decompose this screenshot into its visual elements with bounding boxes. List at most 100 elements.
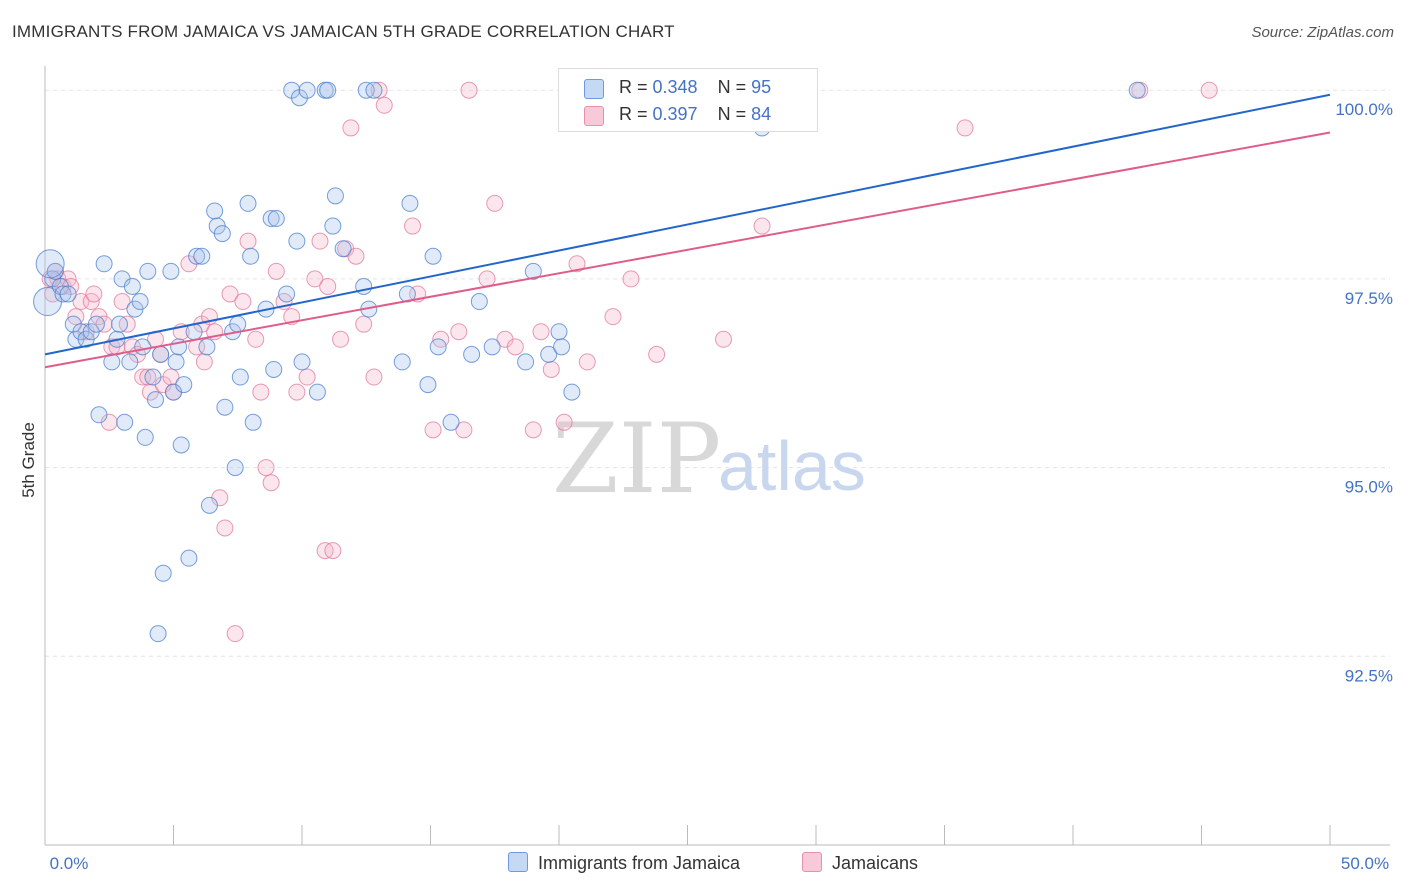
- legend-n-label: N =: [717, 104, 752, 124]
- data-point-immigrants: [470, 293, 488, 311]
- trend-line-jamaicans: [44, 131, 1331, 369]
- data-point-jamaicans: [239, 232, 257, 250]
- bottom-legend-swatch-blue: [508, 852, 528, 872]
- data-point-jamaicans: [956, 119, 974, 137]
- data-point-jamaicans: [298, 368, 316, 386]
- data-point-jamaicans: [424, 421, 442, 439]
- data-point-jamaicans: [455, 421, 473, 439]
- data-point-immigrants: [393, 353, 411, 371]
- data-point-jamaicans: [347, 247, 365, 265]
- data-point-jamaicans: [134, 368, 152, 386]
- data-point-immigrants: [563, 383, 581, 401]
- trend-line-immigrants: [44, 93, 1331, 356]
- data-point-immigrants: [136, 428, 154, 446]
- data-point-immigrants: [188, 247, 206, 265]
- data-point-immigrants: [483, 338, 501, 356]
- legend-r-value: 0.397: [652, 104, 698, 124]
- data-point-jamaicans: [542, 360, 560, 378]
- data-point-immigrants: [524, 262, 542, 280]
- data-point-immigrants: [180, 549, 198, 567]
- data-point-jamaicans: [370, 81, 388, 99]
- data-point-immigrants: [244, 413, 262, 431]
- watermark-atlas: atlas: [718, 427, 866, 505]
- data-point-jamaicans: [450, 323, 468, 341]
- data-point-immigrants: [553, 338, 571, 356]
- data-point-immigrants: [442, 413, 460, 431]
- data-point-immigrants: [429, 338, 447, 356]
- data-point-immigrants: [123, 277, 141, 295]
- data-point-jamaicans: [375, 96, 393, 114]
- bottom-legend-label-immigrants: Immigrants from Jamaica: [538, 853, 741, 873]
- data-point-jamaicans: [72, 293, 90, 311]
- data-point-immigrants: [46, 262, 64, 280]
- data-point-immigrants: [319, 81, 337, 99]
- data-point-immigrants: [424, 247, 442, 265]
- data-point-immigrants: [226, 459, 244, 477]
- data-point-immigrants: [200, 496, 218, 514]
- series-immigrants-points: [33, 81, 1146, 643]
- data-point-jamaicans: [486, 194, 504, 212]
- data-point-immigrants: [103, 353, 121, 371]
- data-point-immigrants: [213, 225, 231, 243]
- data-point-immigrants: [334, 240, 352, 258]
- data-point-immigrants: [154, 564, 172, 582]
- data-point-immigrants: [198, 338, 216, 356]
- data-point-jamaicans: [578, 353, 596, 371]
- tick-labels: 92.5% 95.0% 97.5% 100.0% 0.0% 50.0%: [50, 100, 1393, 873]
- data-point-immigrants: [152, 345, 170, 363]
- legend-r-value: 0.348: [652, 77, 698, 97]
- data-point-immigrants: [167, 353, 185, 371]
- data-point-jamaicans: [306, 270, 324, 288]
- data-point-jamaicans: [267, 262, 285, 280]
- data-point-jamaicans: [221, 285, 239, 303]
- data-point-jamaicans: [753, 217, 771, 235]
- data-point-immigrants: [278, 285, 296, 303]
- bottom-legend-jamaicans: Jamaicans: [802, 852, 918, 874]
- data-point-immigrants: [59, 285, 77, 303]
- data-point-jamaicans: [85, 285, 103, 303]
- trend-lines: [44, 93, 1331, 369]
- data-point-jamaicans: [234, 293, 252, 311]
- data-point-immigrants: [517, 353, 535, 371]
- data-point-jamaicans: [568, 255, 586, 273]
- legend-swatch-blue: [584, 79, 604, 99]
- data-point-immigrants: [401, 194, 419, 212]
- chart-title: IMMIGRANTS FROM JAMAICA VS JAMAICAN 5TH …: [12, 22, 675, 41]
- data-point-jamaicans: [324, 542, 342, 560]
- data-point-jamaicans: [648, 345, 666, 363]
- data-point-immigrants: [216, 398, 234, 416]
- data-point-immigrants: [149, 625, 167, 643]
- legend-r-label: R =: [619, 104, 653, 124]
- data-point-immigrants: [95, 255, 113, 273]
- data-point-jamaicans: [355, 315, 373, 333]
- data-point-immigrants: [229, 315, 247, 333]
- axes: [44, 66, 1390, 846]
- data-point-jamaicans: [532, 323, 550, 341]
- y-tick-label: 92.5%: [1345, 666, 1393, 685]
- data-point-immigrants: [540, 345, 558, 363]
- data-point-jamaicans: [113, 293, 131, 311]
- data-point-immigrants: [463, 345, 481, 363]
- data-point-immigrants: [193, 247, 211, 265]
- data-point-immigrants: [121, 353, 139, 371]
- data-point-immigrants: [231, 368, 249, 386]
- data-point-immigrants: [116, 413, 134, 431]
- data-point-jamaicans: [252, 383, 270, 401]
- data-point-immigrants: [172, 436, 190, 454]
- legend-swatch-pink: [584, 106, 604, 126]
- data-point-immigrants: [175, 376, 193, 394]
- correlation-legend: R = 0.348 N = 95 R = 0.397 N = 84: [558, 68, 818, 132]
- data-point-immigrants: [242, 247, 260, 265]
- data-point-immigrants: [87, 315, 105, 333]
- data-point-jamaicans: [247, 330, 265, 348]
- data-point-immigrants: [144, 368, 162, 386]
- series-jamaicans-points: [41, 81, 1218, 643]
- data-point-jamaicans: [342, 119, 360, 137]
- data-point-jamaicans: [365, 368, 383, 386]
- source-label: Source: ZipAtlas.com: [1251, 24, 1394, 41]
- x-tick-label: 0.0%: [50, 854, 89, 873]
- data-point-immigrants: [293, 353, 311, 371]
- data-point-immigrants: [206, 202, 224, 220]
- y-tick-label: 97.5%: [1345, 289, 1393, 308]
- legend-n-value: 84: [751, 104, 772, 124]
